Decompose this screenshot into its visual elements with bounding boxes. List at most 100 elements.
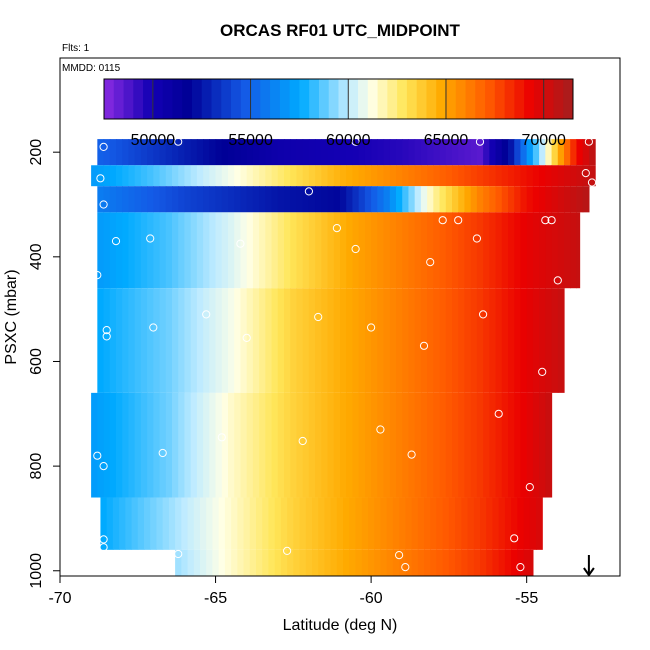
colorbar-ticks: 50000 55000 60000 65000 70000: [131, 132, 566, 149]
colorbar-segment: [504, 79, 515, 119]
heatmap-cell: [448, 549, 456, 576]
colorbar-tick-label: 65000: [424, 132, 469, 149]
heatmap-cell: [445, 392, 453, 498]
heatmap-cell: [532, 186, 540, 213]
heatmap-cell: [196, 186, 204, 213]
heatmap-cell: [557, 165, 565, 187]
sample-point: [102, 326, 111, 335]
heatmap-cell: [109, 212, 117, 289]
heatmap-cell: [445, 165, 453, 187]
heatmap-cell: [473, 549, 481, 576]
heatmap-cell: [470, 392, 478, 498]
sample-point: [479, 310, 488, 319]
colorbar-segment: [397, 79, 408, 119]
heatmap-cell: [184, 186, 192, 213]
heatmap-cell: [203, 165, 210, 187]
date-label: MMDD: 0115: [62, 63, 121, 74]
heatmap-cell: [231, 549, 238, 576]
heatmap-cell: [206, 497, 214, 550]
heatmap-cell: [119, 497, 126, 550]
heatmap-cell: [200, 497, 207, 550]
heatmap-cell: [265, 186, 273, 213]
heatmap-cell: [368, 497, 375, 550]
heatmap-cell: [420, 392, 428, 498]
heatmap-cell: [122, 186, 130, 213]
heatmap-cell: [539, 186, 546, 213]
colorbar-segment: [113, 79, 125, 119]
heatmap-cell: [340, 212, 347, 289]
heatmap-cell: [330, 497, 338, 550]
sample-point: [541, 216, 550, 225]
heatmap-cell: [237, 497, 245, 550]
heatmap-cell: [427, 165, 434, 187]
heatmap-cell: [371, 186, 378, 213]
heatmap-cell: [100, 497, 108, 550]
heatmap-cell: [564, 212, 571, 289]
heatmap-cell: [293, 549, 301, 576]
heatmap-cell: [290, 288, 298, 393]
heatmap-cell: [265, 392, 273, 498]
heatmap-cell: [377, 139, 385, 166]
heatmap-cell: [209, 288, 217, 393]
heatmap-cell: [109, 392, 117, 498]
heatmap-cell: [414, 139, 422, 166]
heatmap-cell: [383, 288, 391, 393]
heatmap-cell: [458, 392, 466, 498]
heatmap-cell: [402, 212, 410, 289]
heatmap-cell: [231, 497, 238, 550]
heatmap-cell: [203, 186, 210, 213]
sample-point: [99, 142, 108, 151]
heatmap-cell: [377, 212, 385, 289]
heatmap-cell: [147, 165, 154, 187]
sample-point: [538, 367, 547, 376]
heatmap-cell: [97, 139, 105, 166]
heatmap-cell: [424, 497, 431, 550]
heatmap-cell: [287, 497, 294, 550]
heatmap-cell: [234, 212, 242, 289]
heatmap-cell: [483, 165, 490, 187]
heatmap-cell: [150, 497, 158, 550]
sample-point: [298, 436, 307, 446]
heatmap-cell: [532, 392, 540, 498]
heatmap-cell: [240, 139, 248, 166]
heatmap-cell: [371, 392, 378, 498]
heatmap-cell: [498, 549, 506, 576]
sample-point: [454, 216, 463, 225]
colorbar-segment: [445, 79, 457, 119]
heatmap-cell: [483, 212, 490, 289]
colorbar-segment: [104, 79, 115, 119]
heatmap-cell: [439, 212, 447, 289]
colorbar-segment: [406, 79, 418, 119]
heatmap-cell: [165, 165, 173, 187]
heatmap-cell: [464, 139, 472, 166]
heatmap-cell: [308, 165, 316, 187]
heatmap-cell: [259, 392, 266, 498]
heatmap-cell: [315, 165, 322, 187]
heatmap-cell: [402, 139, 410, 166]
heatmap-cell: [271, 288, 279, 393]
heatmap-cell: [383, 139, 391, 166]
heatmap-cell: [259, 165, 266, 187]
heatmap-cell: [343, 497, 350, 550]
sample-point: [395, 551, 404, 560]
data-points: [93, 137, 597, 572]
heatmap-cell: [402, 186, 410, 213]
heatmap-cell: [408, 392, 416, 498]
heatmap-cell: [492, 497, 500, 550]
heatmap-cell: [430, 549, 438, 576]
heatmap-cell: [433, 288, 441, 393]
heatmap-cell: [162, 497, 170, 550]
y-axis: 200 400 600 800 1000: [28, 139, 60, 589]
sample-point: [93, 451, 102, 460]
heatmap-cell: [408, 186, 416, 213]
heatmap-cell: [153, 212, 161, 289]
heatmap-cell: [470, 212, 478, 289]
heatmap-cell: [427, 186, 434, 213]
heatmap-cell: [91, 392, 98, 498]
heatmap-cell: [265, 212, 273, 289]
heatmap-cell: [576, 186, 584, 213]
colorbar-segment: [387, 79, 398, 119]
heatmap-cell: [215, 288, 223, 393]
heatmap-cell: [296, 288, 304, 393]
